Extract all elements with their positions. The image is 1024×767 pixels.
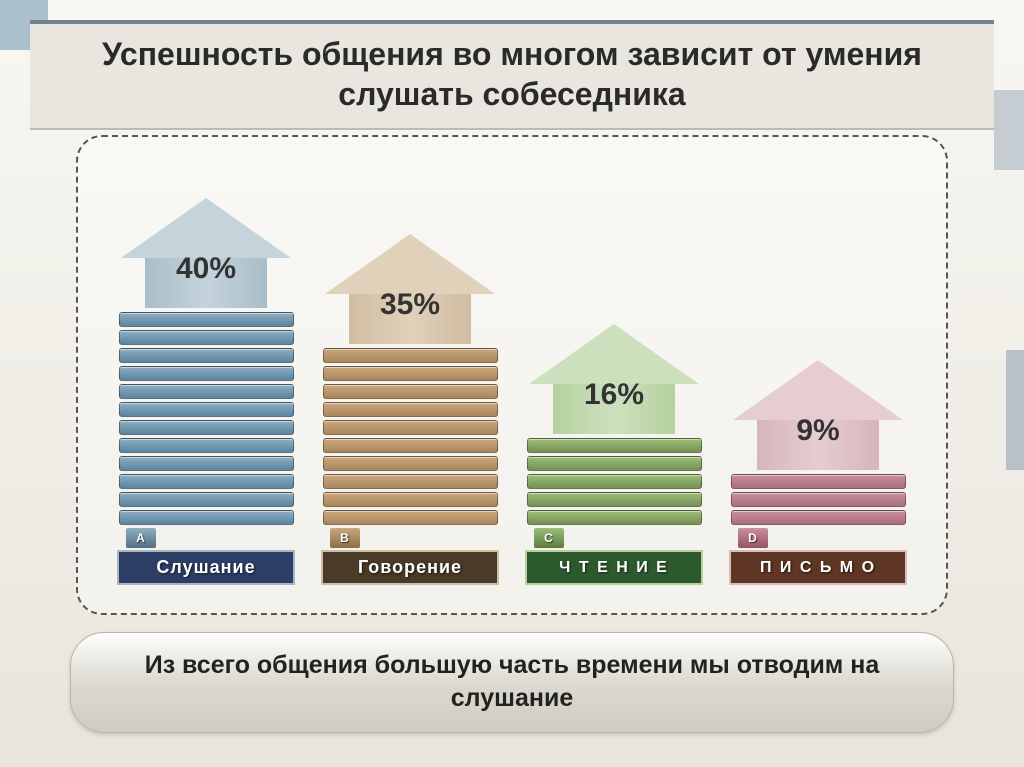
series-letter: B bbox=[330, 528, 360, 548]
series-letter: C bbox=[534, 528, 564, 548]
arrow-head-icon bbox=[733, 360, 903, 420]
category-label: Слушание bbox=[117, 550, 295, 585]
title-bar: Успешность общения во многом зависит от … bbox=[30, 20, 994, 130]
bar-stack bbox=[119, 312, 294, 525]
chart-column: 9% DП И С Ь М О bbox=[726, 360, 911, 585]
bar-stack bbox=[323, 348, 498, 525]
bar-segment bbox=[323, 474, 498, 489]
chart-columns: 40% AСлушание 35% BГоворение 16% CЧ Т Е Н И Е… bbox=[78, 165, 946, 585]
arrow: 40% bbox=[121, 198, 291, 308]
chart-column: 16% CЧ Т Е Н И Е bbox=[522, 324, 707, 585]
arrow: 35% bbox=[325, 234, 495, 344]
chart-frame: 40% AСлушание 35% BГоворение 16% CЧ Т Е Н И Е… bbox=[76, 135, 948, 615]
bar-segment bbox=[323, 384, 498, 399]
bar-segment bbox=[323, 492, 498, 507]
bar-segment bbox=[119, 420, 294, 435]
bar-segment bbox=[119, 492, 294, 507]
arrow: 16% bbox=[529, 324, 699, 434]
bar-stack bbox=[731, 474, 906, 525]
arrow-head-icon bbox=[325, 234, 495, 294]
category-label: Говорение bbox=[321, 550, 499, 585]
arrow-head-icon bbox=[121, 198, 291, 258]
category-label: П И С Ь М О bbox=[729, 550, 907, 585]
caption-text: Из всего общения большую часть времени м… bbox=[91, 649, 933, 717]
bar-segment bbox=[731, 492, 906, 507]
series-letter: D bbox=[738, 528, 768, 548]
bar-segment bbox=[119, 402, 294, 417]
bar-segment bbox=[323, 456, 498, 471]
bar-segment bbox=[119, 330, 294, 345]
bar-segment bbox=[119, 456, 294, 471]
chart-column: 40% AСлушание bbox=[114, 198, 299, 585]
bar-segment bbox=[119, 366, 294, 381]
bar-segment bbox=[323, 510, 498, 525]
bar-segment bbox=[527, 438, 702, 453]
bar-stack bbox=[527, 438, 702, 525]
bar-segment bbox=[323, 402, 498, 417]
category-label: Ч Т Е Н И Е bbox=[525, 550, 703, 585]
percent-label: 35% bbox=[325, 288, 495, 322]
percent-label: 16% bbox=[529, 378, 699, 412]
bar-segment bbox=[119, 312, 294, 327]
bar-segment bbox=[527, 474, 702, 489]
bar-segment bbox=[527, 510, 702, 525]
bar-segment bbox=[119, 348, 294, 363]
caption-bar: Из всего общения большую часть времени м… bbox=[70, 632, 954, 734]
series-letter: A bbox=[126, 528, 156, 548]
bar-segment bbox=[119, 510, 294, 525]
arrow: 9% bbox=[733, 360, 903, 470]
page-title: Успешность общения во многом зависит от … bbox=[50, 34, 974, 114]
bar-segment bbox=[119, 438, 294, 453]
bar-segment bbox=[323, 348, 498, 363]
percent-label: 9% bbox=[733, 414, 903, 448]
decor-accent bbox=[1006, 350, 1024, 470]
percent-label: 40% bbox=[121, 252, 291, 286]
arrow-head-icon bbox=[529, 324, 699, 384]
decor-accent bbox=[994, 90, 1024, 170]
bar-segment bbox=[527, 456, 702, 471]
chart-column: 35% BГоворение bbox=[318, 234, 503, 585]
bar-segment bbox=[323, 420, 498, 435]
bar-segment bbox=[119, 384, 294, 399]
bar-segment bbox=[119, 474, 294, 489]
bar-segment bbox=[323, 438, 498, 453]
bar-segment bbox=[731, 510, 906, 525]
bar-segment bbox=[527, 492, 702, 507]
bar-segment bbox=[731, 474, 906, 489]
bar-segment bbox=[323, 366, 498, 381]
